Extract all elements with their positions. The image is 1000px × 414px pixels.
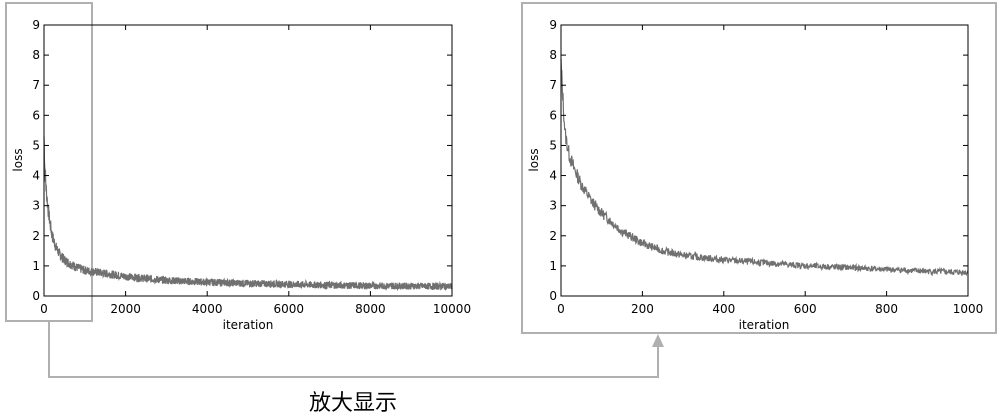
x-tick-label: 800: [875, 302, 898, 316]
y-tick-label: 1: [549, 259, 557, 273]
y-tick-label: 2: [549, 229, 557, 243]
connector-arrow-icon: [652, 334, 664, 347]
x-tick-label: 1000: [953, 302, 984, 316]
y-tick-label: 1: [32, 259, 40, 273]
y-tick-label: 3: [549, 199, 557, 213]
x-tick-label: 8000: [355, 302, 386, 316]
y-tick-label: 7: [549, 78, 557, 92]
y-axis-label: loss: [11, 148, 25, 171]
y-tick-label: 9: [32, 18, 40, 32]
x-tick-label: 0: [557, 302, 565, 316]
x-axis-label: iteration: [739, 318, 790, 332]
y-tick-label: 9: [549, 18, 557, 32]
x-tick-label: 2000: [110, 302, 141, 316]
y-tick-label: 5: [32, 138, 40, 152]
y-tick-label: 5: [549, 138, 557, 152]
x-tick-label: 400: [712, 302, 735, 316]
x-tick-label: 200: [631, 302, 654, 316]
y-tick-label: 0: [549, 289, 557, 303]
loss-line: [560, 59, 969, 277]
y-tick-label: 0: [32, 289, 40, 303]
y-tick-label: 6: [549, 108, 557, 122]
caption: 放大显示: [309, 391, 397, 414]
y-axis-label: loss: [527, 148, 541, 171]
y-tick-label: 4: [32, 169, 40, 183]
y-tick-label: 4: [549, 169, 557, 183]
y-tick-label: 3: [32, 199, 40, 213]
y-tick-label: 8: [549, 48, 557, 62]
plot-area: [560, 24, 969, 297]
zoomed-loss-chart: 0 200 400 600 800 1000 0 1 2 3 4 5 6 7 8 9 iteration l…: [527, 18, 983, 332]
x-tick-label: 0: [40, 302, 48, 316]
connector-line: [48, 321, 659, 378]
loss-line: [43, 136, 453, 292]
x-tick-label: 600: [794, 302, 817, 316]
x-tick-label: 4000: [192, 302, 223, 316]
y-tick-label: 8: [32, 48, 40, 62]
zoom-frame: [521, 2, 997, 334]
x-tick-label: 6000: [274, 302, 305, 316]
y-tick-label: 2: [32, 229, 40, 243]
full-loss-chart: 0 2000 4000 6000 8000 10000 0 1 2 3 4 5 6 7 8 9 iterat…: [11, 18, 471, 332]
loss-curve-zoom: [560, 59, 969, 277]
y-tick-label: 6: [32, 108, 40, 122]
y-tick-label: 7: [32, 78, 40, 92]
loss-curve-full: [43, 136, 453, 292]
plot-area: [43, 24, 453, 297]
x-tick-label: 10000: [433, 302, 471, 316]
x-axis-label: iteration: [223, 318, 274, 332]
